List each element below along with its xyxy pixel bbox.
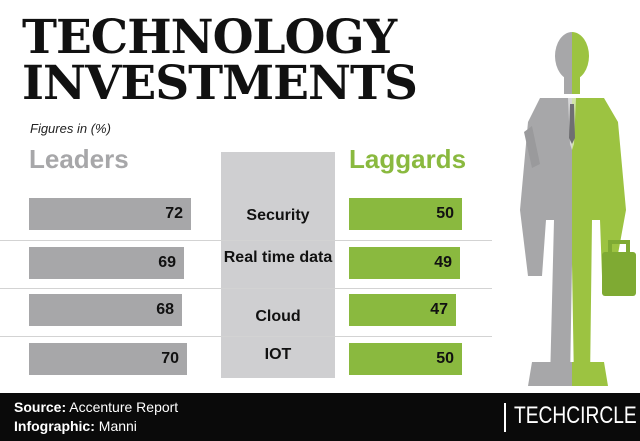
row-separator (0, 336, 492, 337)
infographic-credit: Infographic: Manni (14, 418, 137, 434)
row-separator (0, 240, 492, 241)
infographic-value: Manni (98, 418, 137, 434)
leader-bar: 69 (29, 247, 184, 279)
leaders-series-label: Leaders (29, 144, 129, 174)
businessman-silhouette-icon (520, 32, 636, 386)
category-label: Real time data (223, 249, 333, 266)
brand-logo: TECHCIRCLE (514, 402, 637, 429)
footer: Source: Accenture Report Infographic: Ma… (0, 393, 640, 441)
infographic-label: Infographic: (14, 418, 95, 434)
leader-bar: 72 (29, 198, 191, 230)
laggard-bar: 50 (349, 343, 462, 375)
leader-value-label: 70 (161, 350, 179, 367)
brand-divider (504, 403, 506, 432)
leader-bar: 70 (29, 343, 187, 375)
leader-bar: 68 (29, 294, 182, 326)
category-label: IOT (264, 346, 292, 363)
laggard-bar: 49 (349, 247, 460, 279)
source-value: Accenture Report (69, 399, 179, 415)
source-credit: Source: Accenture Report (14, 399, 178, 415)
category-panel (221, 152, 335, 378)
leader-value-label: 68 (156, 301, 174, 318)
laggard-value-label: 50 (436, 350, 454, 367)
chart-subtitle: Figures in (%) (30, 121, 111, 136)
laggard-value-label: 50 (436, 205, 454, 222)
page-title-line-1: TECHNOLOGY (22, 10, 397, 65)
category-label: Security (246, 207, 310, 224)
laggard-bar: 47 (349, 294, 456, 326)
laggard-value-label: 47 (430, 301, 448, 318)
laggards-series-label: Laggards (349, 144, 467, 174)
source-label: Source: (14, 399, 67, 415)
laggard-value-label: 49 (434, 254, 452, 271)
laggard-bar: 50 (349, 198, 462, 230)
page-title-line-2: INVESTMENTS (22, 56, 418, 111)
leader-value-label: 72 (165, 205, 183, 222)
leader-value-label: 69 (158, 254, 176, 271)
category-label: Cloud (255, 308, 301, 325)
row-separator (0, 288, 492, 289)
